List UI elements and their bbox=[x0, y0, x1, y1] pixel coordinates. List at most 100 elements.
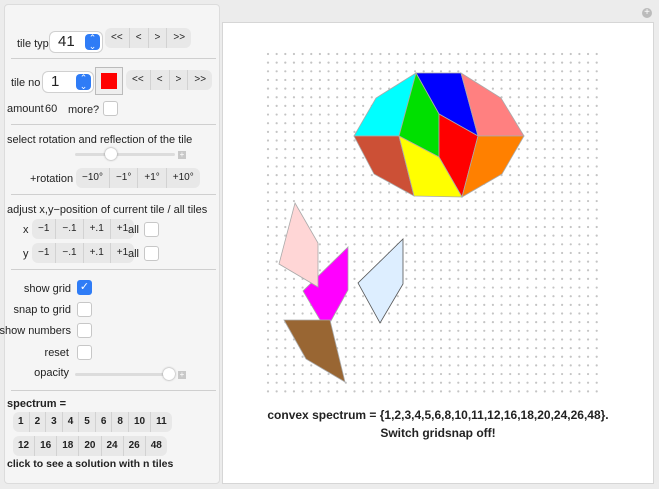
expand-plus-icon[interactable]: + bbox=[178, 150, 186, 159]
grid-dot bbox=[543, 295, 546, 298]
x-buttons[interactable]: −1 −.1 +.1 +1 bbox=[32, 219, 135, 239]
x-step-button[interactable]: −1 bbox=[32, 219, 57, 239]
grid-dot bbox=[362, 78, 365, 82]
spectrum-button[interactable]: 16 bbox=[35, 436, 58, 456]
grid-dot bbox=[569, 243, 572, 246]
y-all-checkbox[interactable] bbox=[144, 246, 159, 261]
grid-dot bbox=[318, 372, 321, 376]
grid-dot bbox=[301, 312, 304, 315]
reset-checkbox[interactable] bbox=[77, 345, 92, 360]
nav-button[interactable]: >> bbox=[194, 74, 207, 85]
spectrum-button[interactable]: 48 bbox=[150, 440, 162, 451]
grid-dot bbox=[491, 355, 494, 358]
tiling-canvas[interactable]: convex spectrum = {1,2,3,4,5,6,8,10,11,1… bbox=[222, 22, 654, 484]
grid-dot bbox=[578, 295, 581, 298]
tile-type-nav[interactable]: << < > >> bbox=[105, 28, 192, 48]
more-checkbox[interactable] bbox=[103, 101, 118, 116]
grid-dot bbox=[318, 130, 321, 133]
grid-dot bbox=[586, 87, 590, 90]
rotation-slider[interactable] bbox=[75, 148, 175, 160]
spectrum-button[interactable]: 24 bbox=[102, 436, 124, 456]
nav-button[interactable]: >> bbox=[173, 32, 186, 43]
numbers-checkbox[interactable] bbox=[77, 323, 92, 338]
slider-thumb[interactable] bbox=[163, 368, 175, 380]
grid-dot bbox=[431, 251, 434, 255]
spectrum-button[interactable]: 5 bbox=[79, 412, 96, 432]
rotation-button[interactable]: −10° bbox=[76, 168, 110, 188]
y-step-button[interactable]: +1 bbox=[116, 247, 129, 258]
grid-dot bbox=[327, 122, 330, 125]
spectrum-button[interactable]: 6 bbox=[96, 412, 113, 432]
grid-dot bbox=[292, 199, 296, 203]
grid-dot bbox=[552, 251, 555, 255]
rotation-button[interactable]: +10° bbox=[172, 172, 194, 183]
spectrum-button[interactable]: 4 bbox=[63, 412, 80, 432]
spectrum-button[interactable]: 8 bbox=[112, 412, 129, 432]
snap-checkbox[interactable] bbox=[77, 302, 92, 317]
grid-dot bbox=[483, 217, 486, 220]
x-step-button[interactable]: −.1 bbox=[56, 219, 84, 239]
expand-plus-icon[interactable]: + bbox=[178, 370, 186, 379]
nav-button[interactable]: << bbox=[126, 70, 151, 90]
spectrum-button[interactable]: 2 bbox=[30, 412, 47, 432]
tile-no-nav[interactable]: << < > >> bbox=[126, 70, 213, 90]
nav-button[interactable]: < bbox=[151, 70, 170, 90]
grid-dot bbox=[543, 355, 546, 358]
tile-color-swatch[interactable] bbox=[95, 67, 123, 95]
y-buttons[interactable]: −1 −.1 +.1 +1 bbox=[32, 243, 135, 263]
slider-thumb[interactable] bbox=[105, 148, 117, 160]
y-label: y bbox=[23, 248, 29, 260]
x-all-checkbox[interactable] bbox=[144, 222, 159, 237]
grid-dot bbox=[448, 234, 451, 237]
spectrum-row-1[interactable]: 1 2 3 4 5 6 8 10 11 bbox=[13, 412, 172, 432]
nav-button[interactable]: < bbox=[130, 28, 149, 48]
x-step-button[interactable]: +.1 bbox=[84, 219, 111, 239]
tile-type-select[interactable]: 41 ⌃ ⌄ bbox=[50, 32, 102, 52]
spectrum-button[interactable]: 10 bbox=[129, 412, 152, 432]
nav-button[interactable]: > bbox=[170, 70, 189, 90]
grid-dot bbox=[327, 70, 330, 73]
nav-button[interactable]: << bbox=[105, 28, 130, 48]
x-step-button[interactable]: +1 bbox=[116, 223, 129, 234]
grid-dot bbox=[509, 321, 512, 324]
tile-10[interactable] bbox=[278, 201, 319, 288]
y-step-button[interactable]: −.1 bbox=[56, 243, 84, 263]
grid-dot bbox=[266, 355, 270, 358]
spectrum-button[interactable]: 1 bbox=[13, 412, 30, 432]
rotation-button[interactable]: −1° bbox=[110, 168, 139, 188]
nav-button[interactable]: > bbox=[149, 28, 168, 48]
tile-11[interactable] bbox=[357, 238, 404, 324]
spectrum-button[interactable]: 26 bbox=[124, 436, 146, 456]
tile-12[interactable] bbox=[283, 319, 346, 383]
grid-dot bbox=[500, 191, 503, 194]
spectrum-row-2[interactable]: 12 16 18 20 24 26 48 bbox=[13, 436, 167, 456]
spectrum-button[interactable]: 3 bbox=[46, 412, 63, 432]
spectrum-button[interactable]: 18 bbox=[57, 436, 80, 456]
grid-dot bbox=[431, 303, 434, 306]
tile-8[interactable] bbox=[461, 135, 525, 198]
grid-dot bbox=[310, 174, 313, 177]
opacity-slider[interactable] bbox=[75, 368, 175, 380]
grid-dot bbox=[561, 174, 564, 177]
add-plus-icon[interactable]: + bbox=[642, 8, 652, 18]
grid-dot bbox=[448, 251, 451, 255]
grid-dot bbox=[405, 372, 408, 376]
grid-dot bbox=[457, 286, 460, 289]
grid-dot bbox=[465, 381, 469, 384]
spectrum-button[interactable]: 20 bbox=[79, 436, 102, 456]
grid-dot bbox=[483, 372, 486, 376]
grid-dot bbox=[517, 251, 520, 255]
tiling-graphic[interactable] bbox=[223, 23, 653, 483]
tile-no-select[interactable]: 1 ⌃ ⌄ bbox=[43, 72, 93, 92]
grid-dot bbox=[396, 191, 399, 194]
y-step-button[interactable]: +.1 bbox=[84, 243, 111, 263]
show-grid-checkbox[interactable]: ✓ bbox=[77, 280, 92, 295]
y-step-button[interactable]: −1 bbox=[32, 243, 57, 263]
grid-dot bbox=[327, 208, 330, 211]
rotation-buttons[interactable]: −10° −1° +1° +10° bbox=[76, 168, 200, 188]
grid-dot bbox=[379, 70, 382, 73]
rotation-button[interactable]: +1° bbox=[138, 168, 167, 188]
spectrum-button[interactable]: 12 bbox=[13, 436, 36, 456]
grid-dot bbox=[422, 312, 425, 315]
spectrum-button[interactable]: 11 bbox=[156, 416, 167, 427]
